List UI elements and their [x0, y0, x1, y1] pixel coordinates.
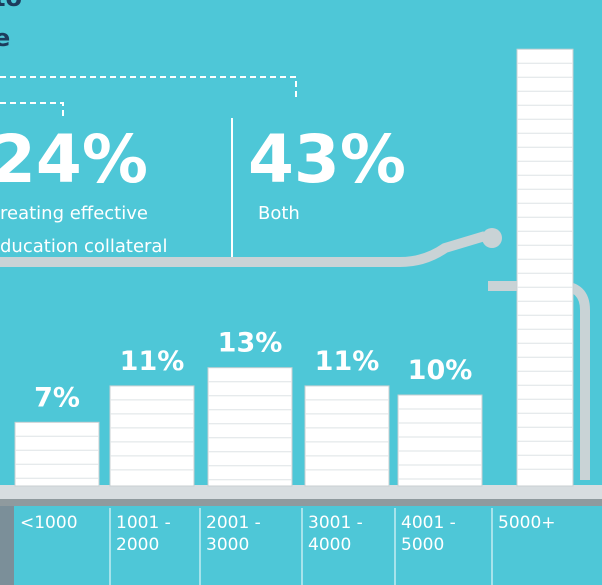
- value-label: 10%: [408, 355, 473, 386]
- stat-label: reating effective: [0, 203, 148, 224]
- paper-stack: [517, 49, 573, 486]
- value-label: 11%: [120, 346, 185, 377]
- category-line: 4000: [308, 535, 351, 555]
- page: {"title_fragments":["to","e"], "callouts…: [0, 0, 602, 585]
- category-line: 2001 -: [206, 513, 261, 533]
- paper-stack: [110, 386, 194, 486]
- value-label: 7%: [34, 382, 80, 413]
- paper-stack: [208, 368, 292, 486]
- conveyor-base: [0, 499, 602, 506]
- category-label: <1000: [20, 513, 78, 533]
- pipe-joint: [482, 228, 502, 248]
- category-edge: [0, 506, 14, 585]
- stat-value: 43%: [248, 121, 406, 198]
- category-line: 2000: [116, 535, 159, 555]
- conveyor-belt: [0, 485, 602, 499]
- category-line: 3001 -: [308, 513, 363, 533]
- stat-label: ducation collateral: [0, 236, 167, 257]
- category-line: 1001 -: [116, 513, 171, 533]
- value-label: 11%: [315, 346, 380, 377]
- value-label: 13%: [218, 328, 283, 359]
- stat-value: 24%: [0, 121, 148, 198]
- title-fragment: to: [0, 0, 22, 12]
- category-line: 5000: [401, 535, 444, 555]
- category-line: 4001 -: [401, 513, 456, 533]
- infographic: to e 24% reating effective ducation coll…: [0, 0, 602, 585]
- category-line: 3000: [206, 535, 249, 555]
- title-fragment: e: [0, 24, 10, 52]
- paper-stack: [305, 386, 389, 486]
- paper-stack: [15, 422, 99, 486]
- stat-label: Both: [258, 203, 300, 224]
- category-label: 5000+: [498, 513, 556, 533]
